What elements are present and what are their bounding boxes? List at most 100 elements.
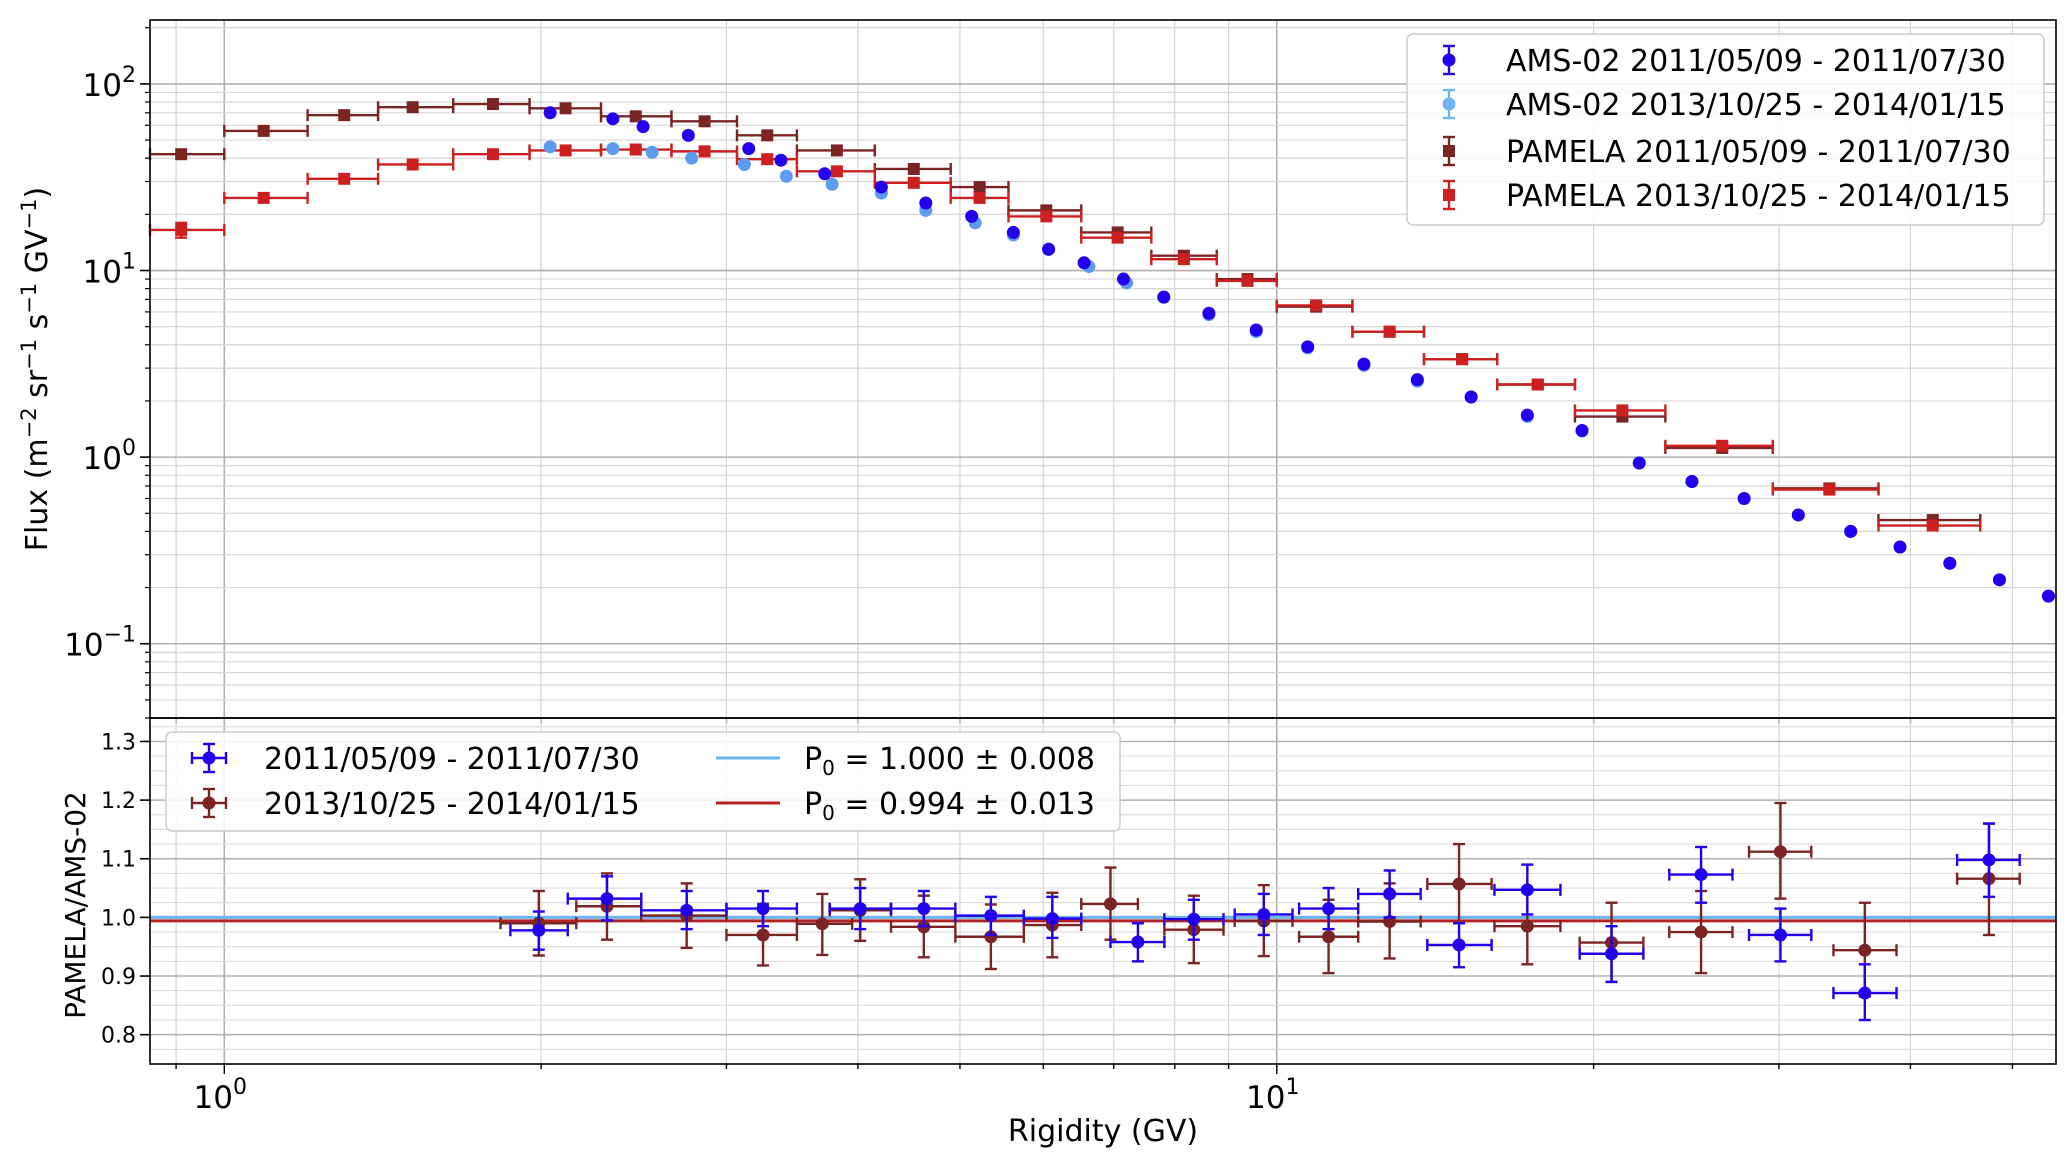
legend-marker-pamela-2013 [1443, 179, 1455, 211]
flux-point [406, 101, 419, 114]
ratio-legend-box [165, 731, 1121, 832]
ratio-point [1694, 925, 1708, 939]
flux-point [830, 165, 843, 178]
ratio-point [1322, 930, 1336, 944]
ratio-point [1605, 947, 1619, 961]
flux-point [1791, 508, 1805, 522]
flux-point [761, 129, 774, 142]
flux-point [779, 169, 793, 183]
x-tick-label: 101 [1246, 1075, 1299, 1116]
ratio-point [1694, 868, 1708, 882]
flux-point [907, 176, 920, 189]
flux-point [965, 209, 979, 223]
ratio-point [1187, 912, 1201, 926]
flux-point [1716, 439, 1729, 452]
flux-y-tick-label-exponent: 1 [122, 250, 136, 275]
legend-marker-ratio-2011 [190, 742, 228, 774]
ratio-fit-lines [150, 915, 2056, 923]
ratio-point [756, 902, 770, 916]
flux-y-axis-label: Flux (m−2 sr−1 s−1 GV−1) [17, 187, 55, 551]
flux-y-label-exponent: −1 [17, 199, 41, 230]
flux-point [1737, 492, 1751, 506]
flux-point [636, 120, 650, 134]
flux-point [486, 148, 499, 161]
flux-y-tick-label: 100 [83, 436, 136, 477]
flux-point [559, 102, 572, 115]
flux-y-tick-label-exponent: 0 [122, 436, 136, 461]
flux-point [2041, 589, 2055, 603]
fit-2013-subscript: 0 [822, 801, 835, 825]
legend-marker-shape [202, 796, 216, 810]
flux-point [761, 153, 774, 166]
flux-point [257, 124, 270, 137]
legend-label-ams-2011: AMS-02 2011/05/09 - 2011/07/30 [1506, 44, 2006, 79]
ratio-point [1520, 919, 1534, 933]
ratio-y-tick-label: 1.2 [101, 789, 136, 814]
legend-entry-pamela-2013: PAMELA 2013/10/25 - 2014/01/15 [1443, 179, 2011, 214]
legend-entry-fit-2013: P0 = 0.994 ± 0.013 [716, 787, 1095, 825]
ratio-y-tick-label: 0.8 [101, 1024, 136, 1049]
ratio-point [1773, 928, 1787, 942]
flux-point [874, 180, 888, 194]
ratio-legend: 2011/05/09 - 2011/07/30 2013/10/25 - 201… [165, 731, 1121, 832]
legend-label-pamela-2011: PAMELA 2011/05/09 - 2011/07/30 [1506, 135, 2011, 170]
ratio-point [984, 930, 998, 944]
flux-point [907, 162, 920, 175]
ratio-point [1858, 943, 1872, 957]
flux-point [1111, 231, 1124, 244]
flux-point [543, 140, 557, 154]
flux-point [1992, 573, 2006, 587]
flux-point [1383, 325, 1396, 338]
ratio-point [680, 903, 694, 917]
flux-y-label-part: Flux (m [20, 438, 55, 551]
flux-point [1456, 353, 1469, 366]
flux-point [742, 142, 756, 156]
ratio-point [1322, 902, 1336, 916]
flux-point [1616, 404, 1629, 417]
flux-point [257, 191, 270, 204]
flux-point [1357, 357, 1371, 371]
fit-2013-value: = 0.994 ± 0.013 [835, 787, 1095, 822]
flux-point [406, 158, 419, 171]
flux-series-3 [148, 143, 1982, 532]
ratio-point [815, 917, 829, 931]
ratio-point [1257, 907, 1271, 921]
ratio-point [1982, 853, 1996, 867]
ratio-point [756, 928, 770, 942]
flux-point [559, 144, 572, 157]
flux-point [1006, 225, 1020, 239]
flux-point [1301, 340, 1315, 354]
flux-point [338, 172, 351, 185]
ratio-point [984, 909, 998, 923]
flux-point [1464, 390, 1478, 404]
x-tick-label-base: 10 [194, 1080, 233, 1116]
ratio-point [1383, 887, 1397, 901]
fit-2013-symbol: P [804, 787, 822, 822]
flux-point [737, 157, 751, 171]
flux-point [1410, 373, 1424, 387]
flux-y-label-part: GV [20, 229, 55, 283]
flux-point [774, 153, 788, 167]
flux-y-tick-label: 102 [83, 63, 136, 104]
flux-point [1943, 556, 1957, 570]
flux-legend: AMS-02 2011/05/09 - 2011/07/30 AMS-02 20… [1406, 33, 2045, 226]
ratio-point [853, 902, 867, 916]
fit-2011-symbol: P [804, 742, 822, 777]
legend-marker-shape [1443, 189, 1455, 201]
legend-entry-fit-2011: P0 = 1.000 ± 0.008 [716, 742, 1095, 780]
ratio-point [1858, 986, 1872, 1000]
ratio-y-tick-label: 1.1 [101, 848, 136, 873]
flux-point [629, 143, 642, 156]
flux-point [830, 144, 843, 157]
flux-point [645, 145, 659, 159]
flux-point [818, 167, 832, 181]
flux-y-tick-label-exponent: −1 [104, 623, 136, 648]
x-axis-label: Rigidity (GV) [1008, 1114, 1198, 1149]
ratio-point [600, 892, 614, 906]
flux-y-label-exponent: −1 [17, 339, 41, 370]
ratio-point [1131, 935, 1145, 949]
flux-point [1249, 323, 1263, 337]
flux-point [1685, 475, 1699, 489]
flux-point [606, 112, 620, 126]
